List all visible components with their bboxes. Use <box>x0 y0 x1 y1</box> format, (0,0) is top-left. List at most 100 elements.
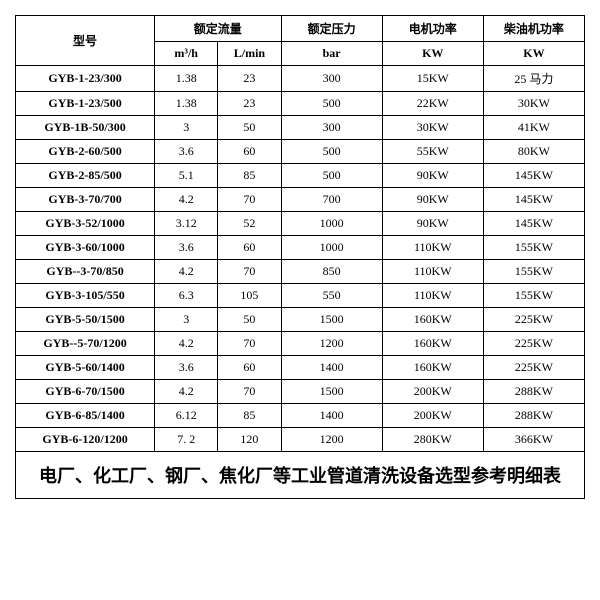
cell-model: GYB-2-85/500 <box>16 164 155 188</box>
cell-diesel: 145KW <box>483 188 584 212</box>
cell-bar: 1000 <box>281 212 382 236</box>
cell-diesel: 155KW <box>483 236 584 260</box>
cell-m3h: 5.1 <box>155 164 218 188</box>
cell-lmin: 70 <box>218 260 281 284</box>
cell-motor: 90KW <box>382 188 483 212</box>
table-row: GYB-1B-50/30035030030KW41KW <box>16 116 585 140</box>
header-flow: 额定流量 <box>155 16 281 42</box>
cell-bar: 1000 <box>281 236 382 260</box>
cell-model: GYB-1-23/500 <box>16 92 155 116</box>
header-pressure-unit: bar <box>281 42 382 66</box>
table-row: GYB-3-105/5506.3105550110KW155KW <box>16 284 585 308</box>
table-row: GYB-5-50/15003501500160KW225KW <box>16 308 585 332</box>
footer-text: 电厂、化工厂、钢厂、焦化厂等工业管道清洗设备选型参考明细表 <box>16 452 585 499</box>
cell-diesel: 155KW <box>483 260 584 284</box>
cell-lmin: 70 <box>218 380 281 404</box>
cell-m3h: 4.2 <box>155 188 218 212</box>
cell-motor: 110KW <box>382 236 483 260</box>
cell-lmin: 52 <box>218 212 281 236</box>
cell-model: GYB-3-60/1000 <box>16 236 155 260</box>
cell-model: GYB--5-70/1200 <box>16 332 155 356</box>
cell-m3h: 7. 2 <box>155 428 218 452</box>
cell-diesel: 366KW <box>483 428 584 452</box>
cell-motor: 160KW <box>382 356 483 380</box>
footer-row: 电厂、化工厂、钢厂、焦化厂等工业管道清洗设备选型参考明细表 <box>16 452 585 499</box>
table-row: GYB-3-70/7004.27070090KW145KW <box>16 188 585 212</box>
cell-lmin: 60 <box>218 236 281 260</box>
cell-model: GYB-3-52/1000 <box>16 212 155 236</box>
cell-diesel: 30KW <box>483 92 584 116</box>
cell-bar: 300 <box>281 116 382 140</box>
cell-lmin: 105 <box>218 284 281 308</box>
cell-m3h: 1.38 <box>155 92 218 116</box>
cell-m3h: 3.12 <box>155 212 218 236</box>
cell-m3h: 6.3 <box>155 284 218 308</box>
table-row: GYB-2-85/5005.18550090KW145KW <box>16 164 585 188</box>
cell-diesel: 288KW <box>483 404 584 428</box>
cell-m3h: 1.38 <box>155 66 218 92</box>
cell-m3h: 3 <box>155 308 218 332</box>
cell-bar: 850 <box>281 260 382 284</box>
table-row: GYB-3-60/10003.6601000110KW155KW <box>16 236 585 260</box>
cell-model: GYB-5-50/1500 <box>16 308 155 332</box>
cell-motor: 90KW <box>382 164 483 188</box>
cell-motor: 200KW <box>382 380 483 404</box>
cell-diesel: 288KW <box>483 380 584 404</box>
cell-lmin: 60 <box>218 140 281 164</box>
cell-lmin: 85 <box>218 164 281 188</box>
table-header: 型号 额定流量 额定压力 电机功率 柴油机功率 m³/h L/min bar K… <box>16 16 585 66</box>
cell-model: GYB-3-105/550 <box>16 284 155 308</box>
cell-bar: 1200 <box>281 332 382 356</box>
cell-bar: 500 <box>281 140 382 164</box>
cell-m3h: 6.12 <box>155 404 218 428</box>
table-row: GYB-1-23/5001.382350022KW30KW <box>16 92 585 116</box>
cell-lmin: 70 <box>218 188 281 212</box>
table-row: GYB-3-52/10003.1252100090KW145KW <box>16 212 585 236</box>
cell-lmin: 23 <box>218 92 281 116</box>
cell-diesel: 25 马力 <box>483 66 584 92</box>
cell-motor: 160KW <box>382 332 483 356</box>
cell-lmin: 70 <box>218 332 281 356</box>
table-row: GYB--5-70/12004.2701200160KW225KW <box>16 332 585 356</box>
cell-motor: 160KW <box>382 308 483 332</box>
cell-m3h: 4.2 <box>155 380 218 404</box>
cell-model: GYB-2-60/500 <box>16 140 155 164</box>
cell-bar: 550 <box>281 284 382 308</box>
header-motor-unit: KW <box>382 42 483 66</box>
cell-motor: 280KW <box>382 428 483 452</box>
cell-motor: 90KW <box>382 212 483 236</box>
cell-model: GYB-1-23/300 <box>16 66 155 92</box>
table-row: GYB-1-23/3001.382330015KW25 马力 <box>16 66 585 92</box>
cell-motor: 200KW <box>382 404 483 428</box>
header-diesel: 柴油机功率 <box>483 16 584 42</box>
cell-lmin: 85 <box>218 404 281 428</box>
cell-bar: 500 <box>281 164 382 188</box>
cell-diesel: 145KW <box>483 164 584 188</box>
table-row: GYB-6-70/15004.2701500200KW288KW <box>16 380 585 404</box>
table-body: GYB-1-23/3001.382330015KW25 马力GYB-1-23/5… <box>16 66 585 452</box>
cell-model: GYB-6-70/1500 <box>16 380 155 404</box>
cell-m3h: 3.6 <box>155 140 218 164</box>
cell-m3h: 3.6 <box>155 236 218 260</box>
header-motor: 电机功率 <box>382 16 483 42</box>
header-flow-m3h: m³/h <box>155 42 218 66</box>
cell-motor: 110KW <box>382 284 483 308</box>
cell-motor: 55KW <box>382 140 483 164</box>
cell-motor: 30KW <box>382 116 483 140</box>
table-row: GYB--3-70/8504.270850110KW155KW <box>16 260 585 284</box>
cell-diesel: 225KW <box>483 356 584 380</box>
cell-model: GYB-6-85/1400 <box>16 404 155 428</box>
cell-lmin: 50 <box>218 308 281 332</box>
cell-m3h: 4.2 <box>155 260 218 284</box>
cell-bar: 300 <box>281 66 382 92</box>
table-row: GYB-6-120/12007. 21201200280KW366KW <box>16 428 585 452</box>
table-row: GYB-2-60/5003.66050055KW80KW <box>16 140 585 164</box>
cell-lmin: 50 <box>218 116 281 140</box>
cell-bar: 1500 <box>281 380 382 404</box>
cell-bar: 700 <box>281 188 382 212</box>
cell-bar: 1400 <box>281 404 382 428</box>
cell-lmin: 23 <box>218 66 281 92</box>
cell-diesel: 145KW <box>483 212 584 236</box>
cell-model: GYB--3-70/850 <box>16 260 155 284</box>
header-diesel-unit: KW <box>483 42 584 66</box>
